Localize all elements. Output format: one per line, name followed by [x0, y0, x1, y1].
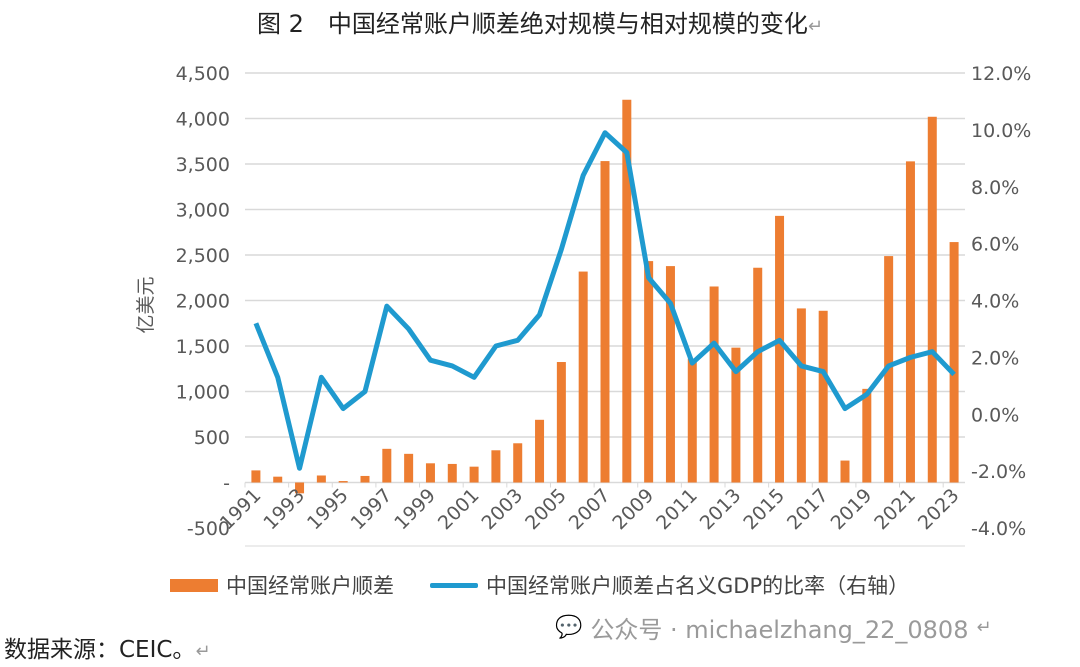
y-tick-label: 1,500 [176, 336, 230, 358]
bar-1998 [404, 453, 414, 483]
y-tick-label: 2,000 [176, 291, 230, 313]
bar-2007 [600, 161, 610, 483]
legend-item-line: 中国经常账户顺差占名义GDP的比率（右轴） [430, 570, 909, 600]
bar-2002 [491, 450, 501, 483]
x-tick-label: 2019 [827, 484, 877, 534]
bar-2008 [622, 99, 632, 483]
y2-tick-label: 12.0% [971, 63, 1031, 85]
bar-2004 [535, 419, 545, 483]
x-tick-label: 2009 [608, 484, 658, 534]
chart-title: 图 2 中国经常账户顺差绝对规模与相对规模的变化↵ [0, 4, 1080, 39]
y2-tick-label: 6.0% [971, 234, 1019, 256]
bar-2012 [709, 286, 719, 483]
bar-2018 [840, 460, 850, 483]
bar-2009 [644, 261, 654, 483]
y2-tick-label: -2.0% [971, 461, 1026, 483]
x-tick-label: 1999 [390, 484, 440, 534]
bar-1991 [251, 470, 261, 483]
y-tick-label: 3,500 [176, 154, 230, 176]
return-mark-icon: ↵ [976, 617, 992, 638]
y-tick-label: - [223, 473, 230, 495]
bar-2001 [469, 466, 479, 483]
bar-1996 [360, 475, 370, 483]
left-axis-ticks: -500-5001,0001,5002,0002,5003,0003,5004,… [176, 63, 230, 540]
bar-1997 [382, 448, 392, 483]
bar-2010 [665, 266, 675, 483]
source-text: 数据来源：CEIC。 [4, 637, 196, 663]
y2-tick-label: -4.0% [971, 518, 1026, 540]
x-tick-label: 1995 [303, 484, 353, 534]
bar-2006 [578, 271, 588, 483]
bar-2005 [556, 362, 566, 483]
legend-swatch-bar [170, 578, 218, 592]
x-tick-label: 2023 [914, 484, 964, 534]
y2-tick-label: 10.0% [971, 120, 1031, 142]
bar-1992 [273, 476, 283, 483]
y2-tick-label: 2.0% [971, 347, 1019, 369]
bar-2021 [905, 161, 915, 483]
y-tick-label: 500 [194, 427, 230, 449]
chart-title-text: 图 2 中国经常账户顺差绝对规模与相对规模的变化 [257, 10, 808, 38]
return-mark-icon: ↵ [807, 16, 823, 37]
bars [251, 99, 959, 494]
bar-2000 [447, 463, 457, 483]
y-tick-label: 4,500 [176, 63, 230, 85]
y-axis-label: 亿美元 [135, 276, 157, 333]
x-tick-label: 2003 [478, 484, 528, 534]
bar-1999 [425, 463, 435, 483]
bar-2015 [775, 215, 785, 483]
x-tick-label: 2013 [696, 484, 746, 534]
y-tick-label: 2,500 [176, 245, 230, 267]
legend-label-bar: 中国经常账户顺差 [226, 574, 394, 598]
x-tick-label: 2001 [434, 484, 484, 534]
bar-2016 [796, 308, 806, 483]
bar-1993 [295, 482, 305, 494]
legend: 中国经常账户顺差 中国经常账户顺差占名义GDP的比率（右轴） [170, 570, 909, 600]
y-tick-label: 1,000 [176, 382, 230, 404]
bar-2023 [949, 242, 959, 483]
bar-2011 [687, 358, 697, 483]
y-tick-label: 4,000 [176, 109, 230, 131]
bar-2014 [753, 267, 763, 483]
bar-1995 [338, 481, 348, 483]
watermark: 💬 公众号 · michaelzhang_22_0808 ↵ [555, 610, 992, 645]
x-tick-label: 2007 [565, 484, 615, 534]
return-mark-icon: ↵ [195, 641, 211, 662]
y-tick-label: 3,000 [176, 200, 230, 222]
x-tick-label: 2021 [870, 484, 920, 534]
watermark-text: 公众号 · michaelzhang_22_0808 [590, 616, 969, 644]
bar-2022 [927, 116, 937, 483]
y2-tick-label: 0.0% [971, 404, 1019, 426]
x-axis-ticks: 1991199319951997199920012003200520072009… [216, 482, 964, 534]
x-tick-label: 2017 [783, 484, 833, 534]
legend-label-line: 中国经常账户顺差占名义GDP的比率（右轴） [486, 574, 910, 598]
bar-2003 [513, 443, 523, 483]
y2-tick-label: 4.0% [971, 291, 1019, 313]
y2-tick-label: 8.0% [971, 177, 1019, 199]
ratio-line [253, 130, 956, 471]
bar-2013 [731, 347, 741, 483]
legend-item-bar: 中国经常账户顺差 [170, 570, 394, 600]
source-note: 数据来源：CEIC。↵ [4, 630, 211, 664]
bar-1994 [316, 475, 326, 483]
ratio-polyline [253, 130, 956, 471]
x-tick-label: 2015 [739, 484, 789, 534]
legend-swatch-line [430, 582, 478, 588]
bar-2017 [818, 310, 828, 483]
right-axis-ticks: -4.0% -2.0% 0.0% 2.0% 4.0% 6.0% 8.0% 10.0% 12.0% [971, 63, 1031, 540]
y-tick-label: -500 [187, 518, 230, 540]
combo-chart: -500-5001,0001,5002,0002,5003,0003,5004,… [135, 63, 1031, 547]
x-tick-label: 2011 [652, 484, 702, 534]
bar-2019 [862, 388, 872, 483]
wechat-icon: 💬 [555, 615, 583, 640]
x-tick-label: 1997 [347, 484, 397, 534]
x-tick-label: 2005 [521, 484, 571, 534]
